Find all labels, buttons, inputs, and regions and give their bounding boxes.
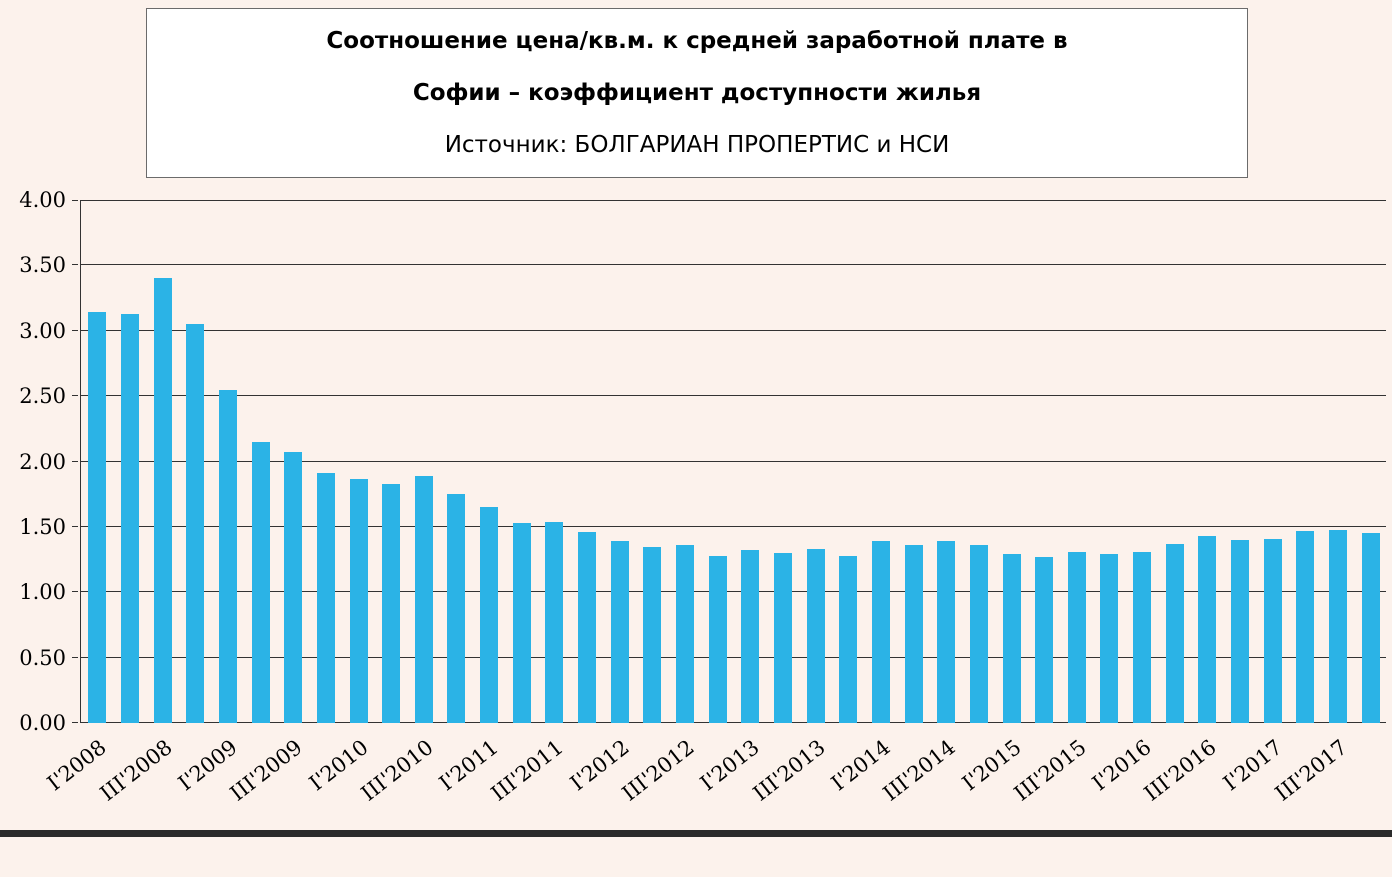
gridline (81, 460, 1386, 462)
bar (643, 546, 662, 723)
bar (741, 550, 760, 723)
bar (1035, 556, 1054, 723)
gridline (81, 264, 1386, 266)
gridline (81, 656, 1386, 658)
y-tick (72, 329, 78, 331)
bar (904, 545, 923, 723)
y-tick-label: 4.00 (19, 188, 66, 212)
x-axis: I'2008 III'2008 I'2009 III'2009 I'2010 III'20… (43, 727, 1386, 877)
bar (1100, 554, 1119, 723)
y-tick-label: 1.50 (19, 514, 66, 539)
bar (447, 494, 466, 723)
bar (414, 475, 433, 723)
y-tick-label: 1.00 (19, 580, 66, 605)
y-tick (72, 200, 78, 201)
y-tick (72, 722, 78, 723)
bar (1296, 530, 1315, 723)
gridline (81, 722, 1386, 723)
bar (382, 483, 401, 723)
chart-title-box: Соотношение цена/кв.м. к средней заработ… (146, 8, 1248, 178)
bar-chart: 0.00 0.50 1.00 1.50 2.00 2.50 3.00 3.50 4.00 I'2… (0, 178, 1392, 818)
bar (773, 553, 792, 723)
bar (284, 452, 303, 723)
bar (316, 473, 335, 723)
gridline (81, 525, 1386, 527)
bar (969, 545, 988, 723)
bar (88, 312, 107, 723)
y-axis: 0.00 0.50 1.00 1.50 2.00 2.50 3.00 3.50 4.00 (0, 188, 78, 735)
gridline (81, 395, 1386, 397)
gridline (81, 200, 1386, 201)
bar (120, 313, 139, 723)
bar (218, 389, 237, 723)
y-tick-label: 0.50 (19, 645, 66, 670)
gridline (81, 329, 1386, 331)
plot-area (80, 200, 1386, 723)
bar (349, 478, 368, 723)
bar (1002, 554, 1021, 723)
bar (1231, 539, 1250, 723)
y-tick (72, 395, 78, 397)
bar (153, 278, 172, 723)
y-tick-label: 2.00 (19, 449, 66, 474)
chart-title-line-1: Соотношение цена/кв.м. к средней заработ… (326, 28, 1068, 54)
bar (937, 541, 956, 723)
bar (251, 441, 270, 723)
bar (512, 522, 531, 723)
y-tick (72, 591, 78, 593)
y-tick-label: 3.00 (19, 318, 66, 343)
bar (708, 555, 727, 723)
y-tick-label: 2.50 (19, 384, 66, 409)
y-tick (72, 525, 78, 527)
y-tick (72, 656, 78, 658)
bar (545, 521, 564, 723)
bar (839, 555, 858, 723)
chart-title-line-2: Софии – коэффициент доступности жилья (412, 80, 982, 106)
bottom-bar (0, 830, 1392, 837)
bar (1361, 533, 1380, 723)
bar (1133, 551, 1152, 723)
y-tick-label: 3.50 (19, 253, 66, 278)
bar (1198, 536, 1217, 723)
chart-source-line: Источник: БОЛГАРИАН ПРОПЕРТИС и НСИ (444, 132, 950, 158)
bar (610, 541, 629, 723)
bar (806, 549, 825, 723)
bar (1329, 529, 1348, 723)
bar (1067, 551, 1086, 723)
bar (871, 541, 890, 723)
bar (578, 532, 597, 723)
bar (480, 507, 499, 723)
bar (676, 545, 695, 723)
y-tick-label: 0.00 (19, 711, 66, 735)
y-tick (72, 460, 78, 462)
gridline (81, 591, 1386, 593)
y-tick (72, 264, 78, 266)
bar (186, 324, 205, 723)
bar (1263, 538, 1282, 723)
bar (1165, 543, 1184, 723)
